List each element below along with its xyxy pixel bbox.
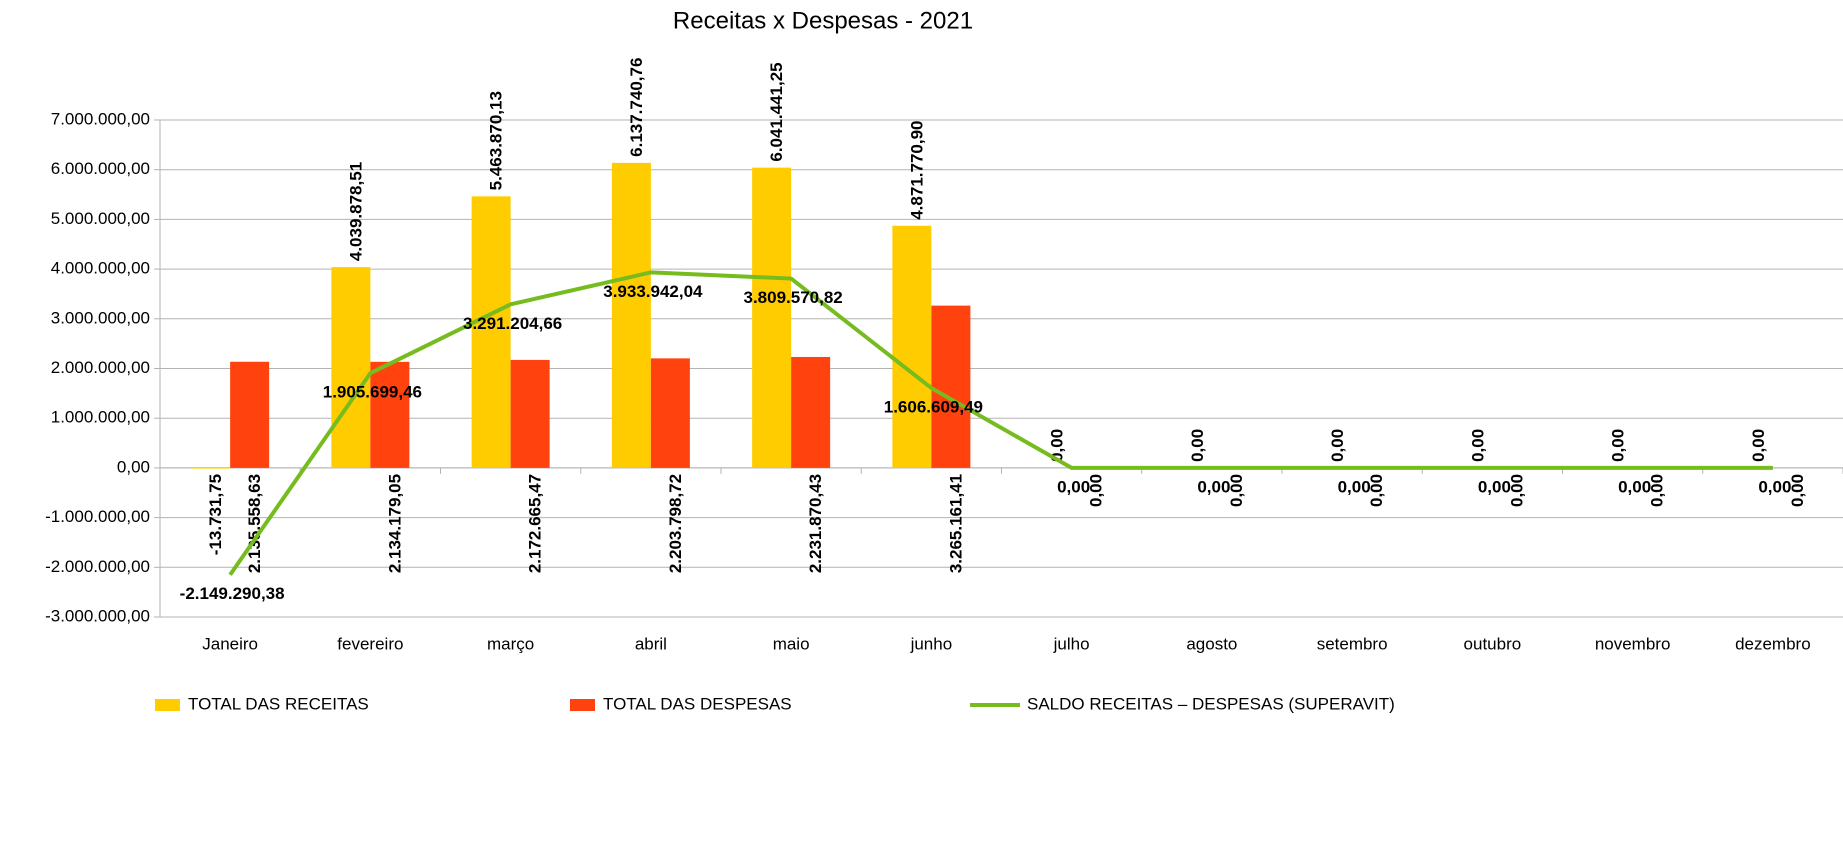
- legend-swatch: [570, 699, 595, 711]
- data-label: 6.137.740,76: [627, 58, 646, 157]
- data-label: 0,00: [1367, 474, 1386, 507]
- data-label: 0,00: [1188, 429, 1207, 462]
- x-tick-label: dezembro: [1735, 634, 1811, 653]
- data-label: 2.203.798,72: [666, 474, 685, 573]
- data-label: 2.135.558,63: [245, 474, 264, 573]
- x-tick-label: Janeiro: [202, 634, 258, 653]
- data-label: 4.871.770,90: [907, 121, 926, 220]
- data-label: 6.041.441,25: [767, 62, 786, 161]
- data-label: 0,00: [1338, 477, 1371, 496]
- x-tick-label: maio: [773, 634, 810, 653]
- x-tick-label: novembro: [1595, 634, 1671, 653]
- legend-label: TOTAL DAS DESPESAS: [603, 694, 792, 713]
- line: [228, 270, 1773, 576]
- x-tick-label: abril: [635, 634, 667, 653]
- data-label: 1.905.699,46: [323, 383, 422, 402]
- data-label: 3.809.570,82: [743, 288, 842, 307]
- x-tick-label: julho: [1053, 634, 1090, 653]
- data-label: 0,00: [1057, 477, 1090, 496]
- y-tick-label: 0,00: [117, 457, 150, 476]
- bar: [191, 467, 231, 469]
- bar: [892, 225, 932, 468]
- legend-label: SALDO RECEITAS – DESPESAS (SUPERAVIT): [1027, 694, 1395, 713]
- x-tick-label: agosto: [1186, 634, 1237, 653]
- data-label: 3.291.204,66: [463, 314, 562, 333]
- data-label: 2.172.665,47: [526, 474, 545, 573]
- data-label: 0,00: [1227, 474, 1246, 507]
- x-tick-label: setembro: [1317, 634, 1388, 653]
- x-tick-label: março: [487, 634, 534, 653]
- x-tick-label: outubro: [1464, 634, 1522, 653]
- x-tick-label: fevereiro: [337, 634, 403, 653]
- bar: [650, 358, 690, 468]
- data-label: 0,00: [1507, 474, 1526, 507]
- data-label: -13.731,75: [206, 474, 225, 555]
- data-label: 4.039.878,51: [346, 162, 365, 261]
- data-label: 3.933.942,04: [603, 282, 703, 301]
- data-label: 0,00: [1328, 429, 1347, 462]
- data-label: 5.463.870,13: [487, 91, 506, 190]
- y-tick-label: 2.000.000,00: [51, 358, 150, 377]
- data-label: 0,00: [1609, 429, 1628, 462]
- bar: [931, 305, 971, 468]
- data-label: 1.606.609,49: [884, 398, 983, 417]
- x-tick-label: junho: [910, 634, 953, 653]
- data-label: 0,00: [1478, 477, 1511, 496]
- bar: [331, 267, 371, 468]
- bar: [230, 361, 270, 468]
- bar: [370, 361, 410, 468]
- chart-title: Receitas x Despesas - 2021: [673, 7, 973, 34]
- data-label: 0,00: [1749, 429, 1768, 462]
- y-tick-label: -1.000.000,00: [45, 507, 150, 526]
- legend-label: TOTAL DAS RECEITAS: [188, 694, 369, 713]
- bar: [611, 162, 651, 468]
- bar: [752, 167, 792, 468]
- data-label: 0,00: [1788, 474, 1807, 507]
- data-label: 0,00: [1087, 474, 1106, 507]
- data-label: -2.149.290,38: [180, 584, 285, 603]
- data-label: 2.231.870,43: [806, 474, 825, 573]
- y-tick-label: 1.000.000,00: [51, 408, 150, 427]
- data-label: 3.265.161,41: [946, 474, 965, 573]
- bar: [791, 356, 831, 468]
- y-tick-label: 4.000.000,00: [51, 259, 150, 278]
- y-tick-label: 7.000.000,00: [51, 109, 150, 128]
- data-label: 0,00: [1048, 429, 1067, 462]
- y-tick-label: -3.000.000,00: [45, 606, 150, 625]
- data-label: 0,00: [1197, 477, 1230, 496]
- bar: [510, 359, 550, 468]
- y-tick-label: 6.000.000,00: [51, 159, 150, 178]
- legend-swatch: [155, 699, 180, 711]
- data-label: 0,00: [1758, 477, 1791, 496]
- data-label: 0,00: [1618, 477, 1651, 496]
- data-label: 0,00: [1468, 429, 1487, 462]
- data-label: 2.134.179,05: [385, 474, 404, 573]
- y-tick-label: 5.000.000,00: [51, 209, 150, 228]
- bar: [471, 196, 511, 468]
- y-tick-label: -2.000.000,00: [45, 557, 150, 576]
- data-label: 0,00: [1648, 474, 1667, 507]
- y-tick-label: 3.000.000,00: [51, 308, 150, 327]
